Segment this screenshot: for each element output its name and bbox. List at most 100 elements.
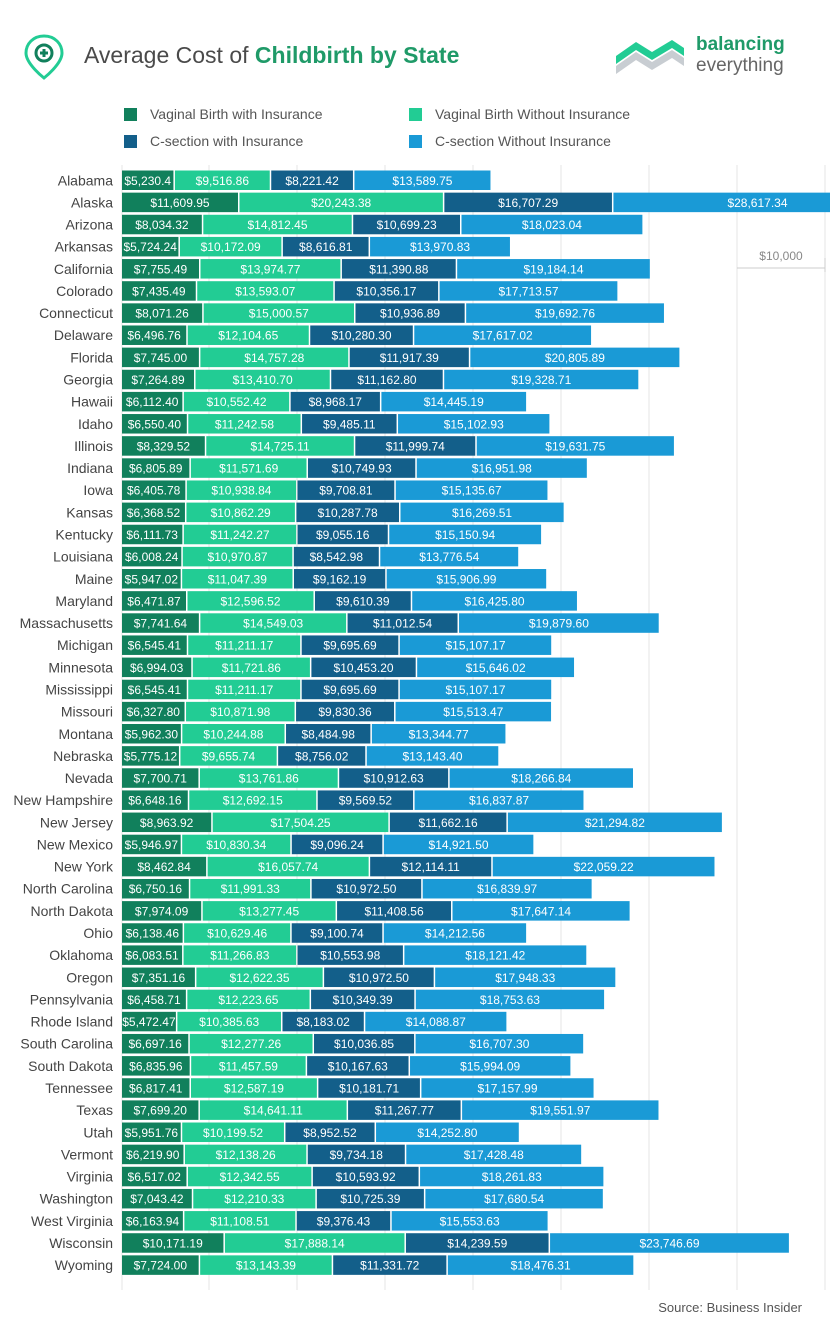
bar-segment [200, 347, 349, 368]
bar-value-label: $12,692.15 [223, 794, 283, 808]
bar-segment [383, 834, 534, 855]
bar-segment [371, 724, 506, 744]
bar-segment [416, 458, 587, 478]
state-label: Maryland [55, 593, 113, 609]
bar-segment [184, 1144, 307, 1165]
bar-segment [200, 1255, 332, 1275]
state-label: Illinois [74, 438, 113, 454]
bar-segment [122, 1255, 199, 1275]
bar-segment [207, 856, 369, 877]
bar-segment [122, 414, 187, 434]
bar-value-label: $10,699.23 [377, 218, 437, 232]
bar-value-label: $11,408.56 [364, 904, 423, 918]
bar-value-label: $13,593.07 [235, 284, 295, 298]
bar-segment [461, 214, 643, 235]
bar-segment [122, 214, 202, 235]
bar-value-label: $7,974.09 [135, 904, 189, 918]
bar-value-label: $11,571.69 [219, 462, 278, 476]
bar-segment [192, 657, 310, 678]
bar-segment [550, 1233, 789, 1253]
bar-segment [355, 303, 465, 323]
bar-value-label: $14,088.87 [406, 1015, 466, 1029]
bar-segment [122, 1144, 184, 1165]
bar-segment [122, 812, 212, 833]
bar-value-label: $11,108.51 [210, 1214, 269, 1228]
bar-value-label: $6,111.73 [126, 528, 178, 542]
legend-swatch [409, 108, 422, 121]
bar-value-label: $12,622.35 [229, 971, 289, 985]
bar-value-label: $14,725.11 [250, 439, 309, 453]
bar-value-label: $10,912.63 [364, 772, 424, 786]
bar-segment [285, 1122, 375, 1143]
state-label: Nebraska [53, 748, 113, 764]
bar-value-label: $18,753.63 [480, 993, 540, 1007]
bar-segment [311, 657, 416, 678]
bar-value-label: $20,805.89 [545, 351, 605, 365]
bar-value-label: $12,596.52 [220, 594, 280, 608]
bar-value-label: $6,835.96 [129, 1059, 183, 1073]
bar-segment [122, 281, 196, 301]
bar-segment [187, 989, 310, 1010]
bar-value-label: $15,135.67 [442, 484, 502, 498]
bar-value-label: $19,551.97 [530, 1104, 590, 1118]
bar-value-label: $11,266.83 [210, 949, 269, 963]
bar-value-label: $12,104.65 [218, 329, 278, 343]
bar-segment [122, 989, 186, 1010]
bar-value-label: $11,917.39 [380, 351, 439, 365]
bar-segment [183, 391, 290, 412]
bar-segment [297, 945, 403, 965]
bar-segment [122, 458, 190, 478]
bar-segment [435, 967, 616, 988]
bar-value-label: $8,329.52 [137, 439, 191, 453]
bar-value-label: $11,012.54 [373, 617, 432, 631]
state-label: South Dakota [28, 1058, 113, 1074]
brand-logo-icon [616, 40, 684, 74]
bar-segment [187, 591, 314, 611]
bar-segment [122, 436, 205, 456]
bar-segment [370, 236, 510, 257]
bar-value-label: $13,143.39 [236, 1259, 296, 1273]
bar-segment [400, 502, 564, 523]
bar-segment [444, 192, 612, 213]
bar-value-label: $10,199.52 [203, 1126, 263, 1140]
legend-label: Vaginal Birth Without Insurance [435, 106, 631, 122]
bar-value-label: $8,071.26 [135, 307, 189, 321]
bar-value-label: $8,952.52 [303, 1126, 357, 1140]
state-label: Mississippi [45, 681, 113, 697]
bar-segment [301, 679, 399, 700]
bar-segment [182, 724, 285, 744]
bar-segment [200, 613, 347, 633]
state-label: Vermont [61, 1146, 113, 1162]
bar-value-label: $8,183.02 [296, 1015, 350, 1029]
state-label: Florida [70, 349, 113, 365]
bar-value-label: $17,647.14 [511, 904, 571, 918]
bar-value-label: $9,830.36 [318, 705, 372, 719]
bar-segment [376, 1122, 519, 1143]
state-labels-layer: Alabama Alaska Arizona Arkansas California Co… [13, 172, 114, 1273]
bar-segment [449, 768, 633, 788]
state-label: Virginia [67, 1169, 114, 1185]
bar-segment [186, 701, 295, 722]
location-pin-icon [24, 34, 64, 80]
bar-segment [317, 790, 414, 810]
bar-value-label: $6,994.03 [130, 661, 184, 675]
bar-value-label: $7,264.89 [131, 373, 185, 387]
bar-segment [122, 746, 179, 766]
bar-segment [347, 613, 458, 633]
bar-value-label: $7,699.20 [134, 1104, 188, 1118]
bar-value-label: $5,962.30 [125, 727, 179, 741]
bar-value-label: $11,242.58 [215, 417, 274, 431]
bar-value-label: $10,629.46 [207, 927, 267, 941]
bar-value-label: $17,713.57 [498, 284, 558, 298]
bar-segment [415, 1033, 584, 1054]
bar-value-label: $15,150.94 [435, 528, 495, 542]
state-label: Oklahoma [49, 947, 113, 963]
bar-segment [349, 347, 469, 368]
bar-value-label: $19,184.14 [523, 262, 583, 276]
legend-swatch [124, 135, 137, 148]
bar-segment [296, 502, 399, 523]
bar-segment [331, 369, 443, 390]
bar-segment [182, 569, 293, 589]
bar-segment [282, 1011, 364, 1032]
bar-segment [186, 502, 295, 523]
